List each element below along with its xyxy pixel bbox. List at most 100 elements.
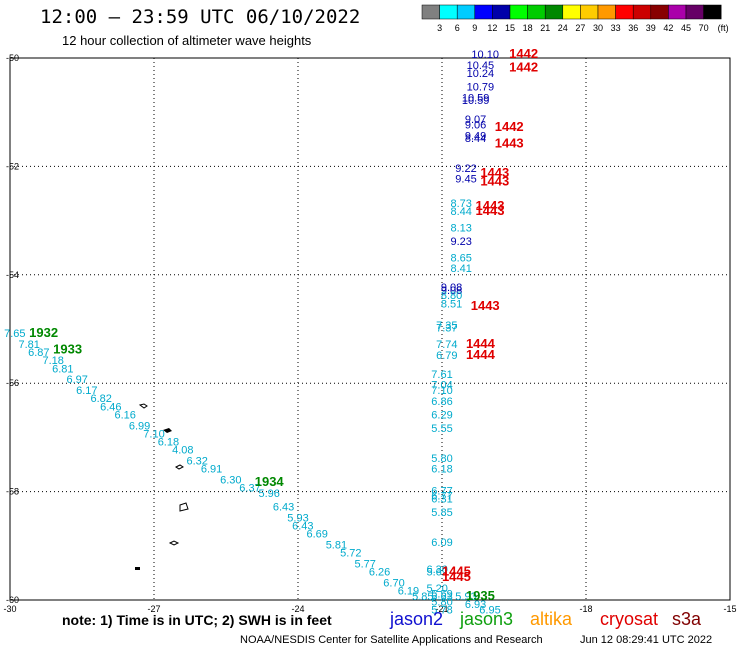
swh-value: 6.69 [306, 529, 327, 541]
swh-value: 6.29 [431, 409, 452, 421]
swh-value: 6.86 [431, 396, 452, 408]
swh-value: 8.44 [465, 133, 486, 145]
pass-time-label: 1932 [29, 325, 58, 340]
swh-value: 5.85 [412, 591, 433, 603]
swh-value: 6.32 [186, 456, 207, 468]
y-tick-label: -52 [6, 161, 19, 171]
swh-value: 7.65 [4, 328, 25, 340]
gridlines [10, 58, 730, 600]
colorbar-swatch [474, 4, 493, 20]
swh-value: 5.93 [287, 512, 308, 524]
swh-value: 4.08 [172, 445, 193, 457]
plot-area: -30 -27 -24 -21 -18 -15 -50 -52 -54 -56 -58 -60 10.… [3, 46, 736, 617]
swh-value: 5.59 [431, 588, 452, 600]
swh-value: 8.44 [450, 206, 471, 218]
satellite-legend-jason2: jason2 [390, 609, 444, 629]
swh-value: 5.77 [354, 558, 375, 570]
x-tick-label: -24 [291, 604, 304, 614]
swh-value: 6.09 [431, 537, 452, 549]
credit-text: NOAA/NESDIS Center for Satellite Applica… [240, 634, 543, 646]
credit-timestamp: Jun 12 08:29:41 UTC 2022 [580, 634, 713, 646]
pass-time-label: 1442 [509, 60, 538, 75]
colorbar-tick-label: 3 [437, 23, 442, 33]
swh-value: 7.81 [18, 339, 39, 351]
swh-value: 6.26 [369, 567, 390, 579]
colorbar-swatch [632, 4, 652, 20]
swh-colorbar: 3 6 9 12 15 18 21 24 27 30 33 36 39 42 45 70 (ft) [421, 4, 729, 33]
island-shape [138, 403, 148, 409]
swh-value: 10.59 [462, 95, 490, 107]
swh-value: 6.93 [465, 599, 486, 611]
swh-value: 6.18 [431, 464, 452, 476]
swh-value: 9.06 [465, 119, 486, 131]
swh-value: 5.55 [431, 423, 452, 435]
swh-value: 6.16 [114, 409, 135, 421]
colorbar-tick-label: 21 [540, 23, 550, 33]
swh-value: 7.74 [436, 339, 457, 351]
island-shape [175, 464, 184, 470]
swh-value: 6.30 [426, 564, 447, 576]
swh-value: 5.80 [431, 596, 452, 608]
time-labels: 1442144214421443144314431443144314431444… [29, 46, 538, 603]
y-tick-label: -56 [6, 378, 19, 388]
swh-value: 6.95 [479, 605, 500, 617]
colorbar-swatch [685, 4, 704, 20]
swh-value: 6.79 [436, 350, 457, 362]
swh-value: 5.72 [340, 548, 361, 560]
swh-value: 9.08 [441, 285, 462, 297]
swh-value: 10.79 [467, 82, 495, 94]
swh-value: 7.37 [436, 323, 457, 335]
colorbar-swatch [703, 4, 722, 20]
swh-value: 6.46 [100, 401, 121, 413]
swh-value: 5.63 [431, 591, 452, 603]
swh-value: 6.30 [220, 474, 241, 486]
pass-time-label: 1443 [480, 165, 509, 180]
swh-value: 7.10 [143, 428, 164, 440]
swh-value: 6.43 [273, 502, 294, 514]
swh-value: 7.35 [436, 320, 457, 332]
colorbar-swatch [421, 4, 440, 20]
swh-value: 6.18 [158, 437, 179, 449]
colorbar-tick-label: 18 [523, 23, 533, 33]
swh-value: 8.51 [441, 298, 462, 310]
pass-time-label: 1935 [466, 588, 495, 603]
colorbar-unit-label: (ft) [718, 23, 729, 33]
swh-value: 8.13 [450, 222, 471, 234]
island-shape [163, 428, 172, 433]
pass-time-label: 1443 [471, 298, 500, 313]
page-title: 12:00 – 23:59 UTC 06/10/2022 [40, 6, 361, 28]
swh-value: 9.22 [455, 163, 476, 175]
colorbar-tick-label: 12 [487, 23, 497, 33]
swh-value: 6.31 [431, 493, 452, 505]
pass-time-label: 1443 [480, 173, 509, 188]
swh-value: 8.80 [441, 290, 462, 302]
colorbar-swatch [492, 4, 511, 20]
swh-value: 10.59 [462, 92, 490, 104]
pass-time-label: 1444 [466, 336, 496, 351]
swh-value: 5.93 [455, 591, 476, 603]
colorbar-tick-label: 24 [558, 23, 568, 33]
colorbar-swatch [597, 4, 616, 20]
plot-frame [9, 57, 731, 601]
satellite-legend-jason3: jason3 [460, 609, 514, 629]
swh-value: 8.65 [450, 252, 471, 264]
pass-time-label: 1443 [495, 135, 524, 150]
swh-value: 9.23 [450, 236, 471, 248]
colorbar-swatch [668, 4, 687, 20]
colorbar-tick-label: 15 [505, 23, 515, 33]
swh-value: 6.43 [292, 521, 313, 533]
swh-value: 10.10 [471, 49, 499, 61]
swh-value: 7.18 [42, 355, 63, 367]
pass-time-label: 1934 [255, 474, 285, 489]
swh-value: 6.77 [431, 485, 452, 497]
note-text: note: 1) Time is in UTC; 2) SWH is in fe… [62, 612, 332, 628]
pass-time-label: 1443 [476, 198, 505, 213]
swh-value: 6.77 [431, 491, 452, 503]
colorbar-swatch [615, 4, 634, 20]
y-tick-label: -50 [6, 53, 19, 63]
colorbar-swatch [562, 4, 581, 20]
x-tick-label: -15 [723, 604, 736, 614]
colorbar-tick-label: 36 [628, 23, 638, 33]
